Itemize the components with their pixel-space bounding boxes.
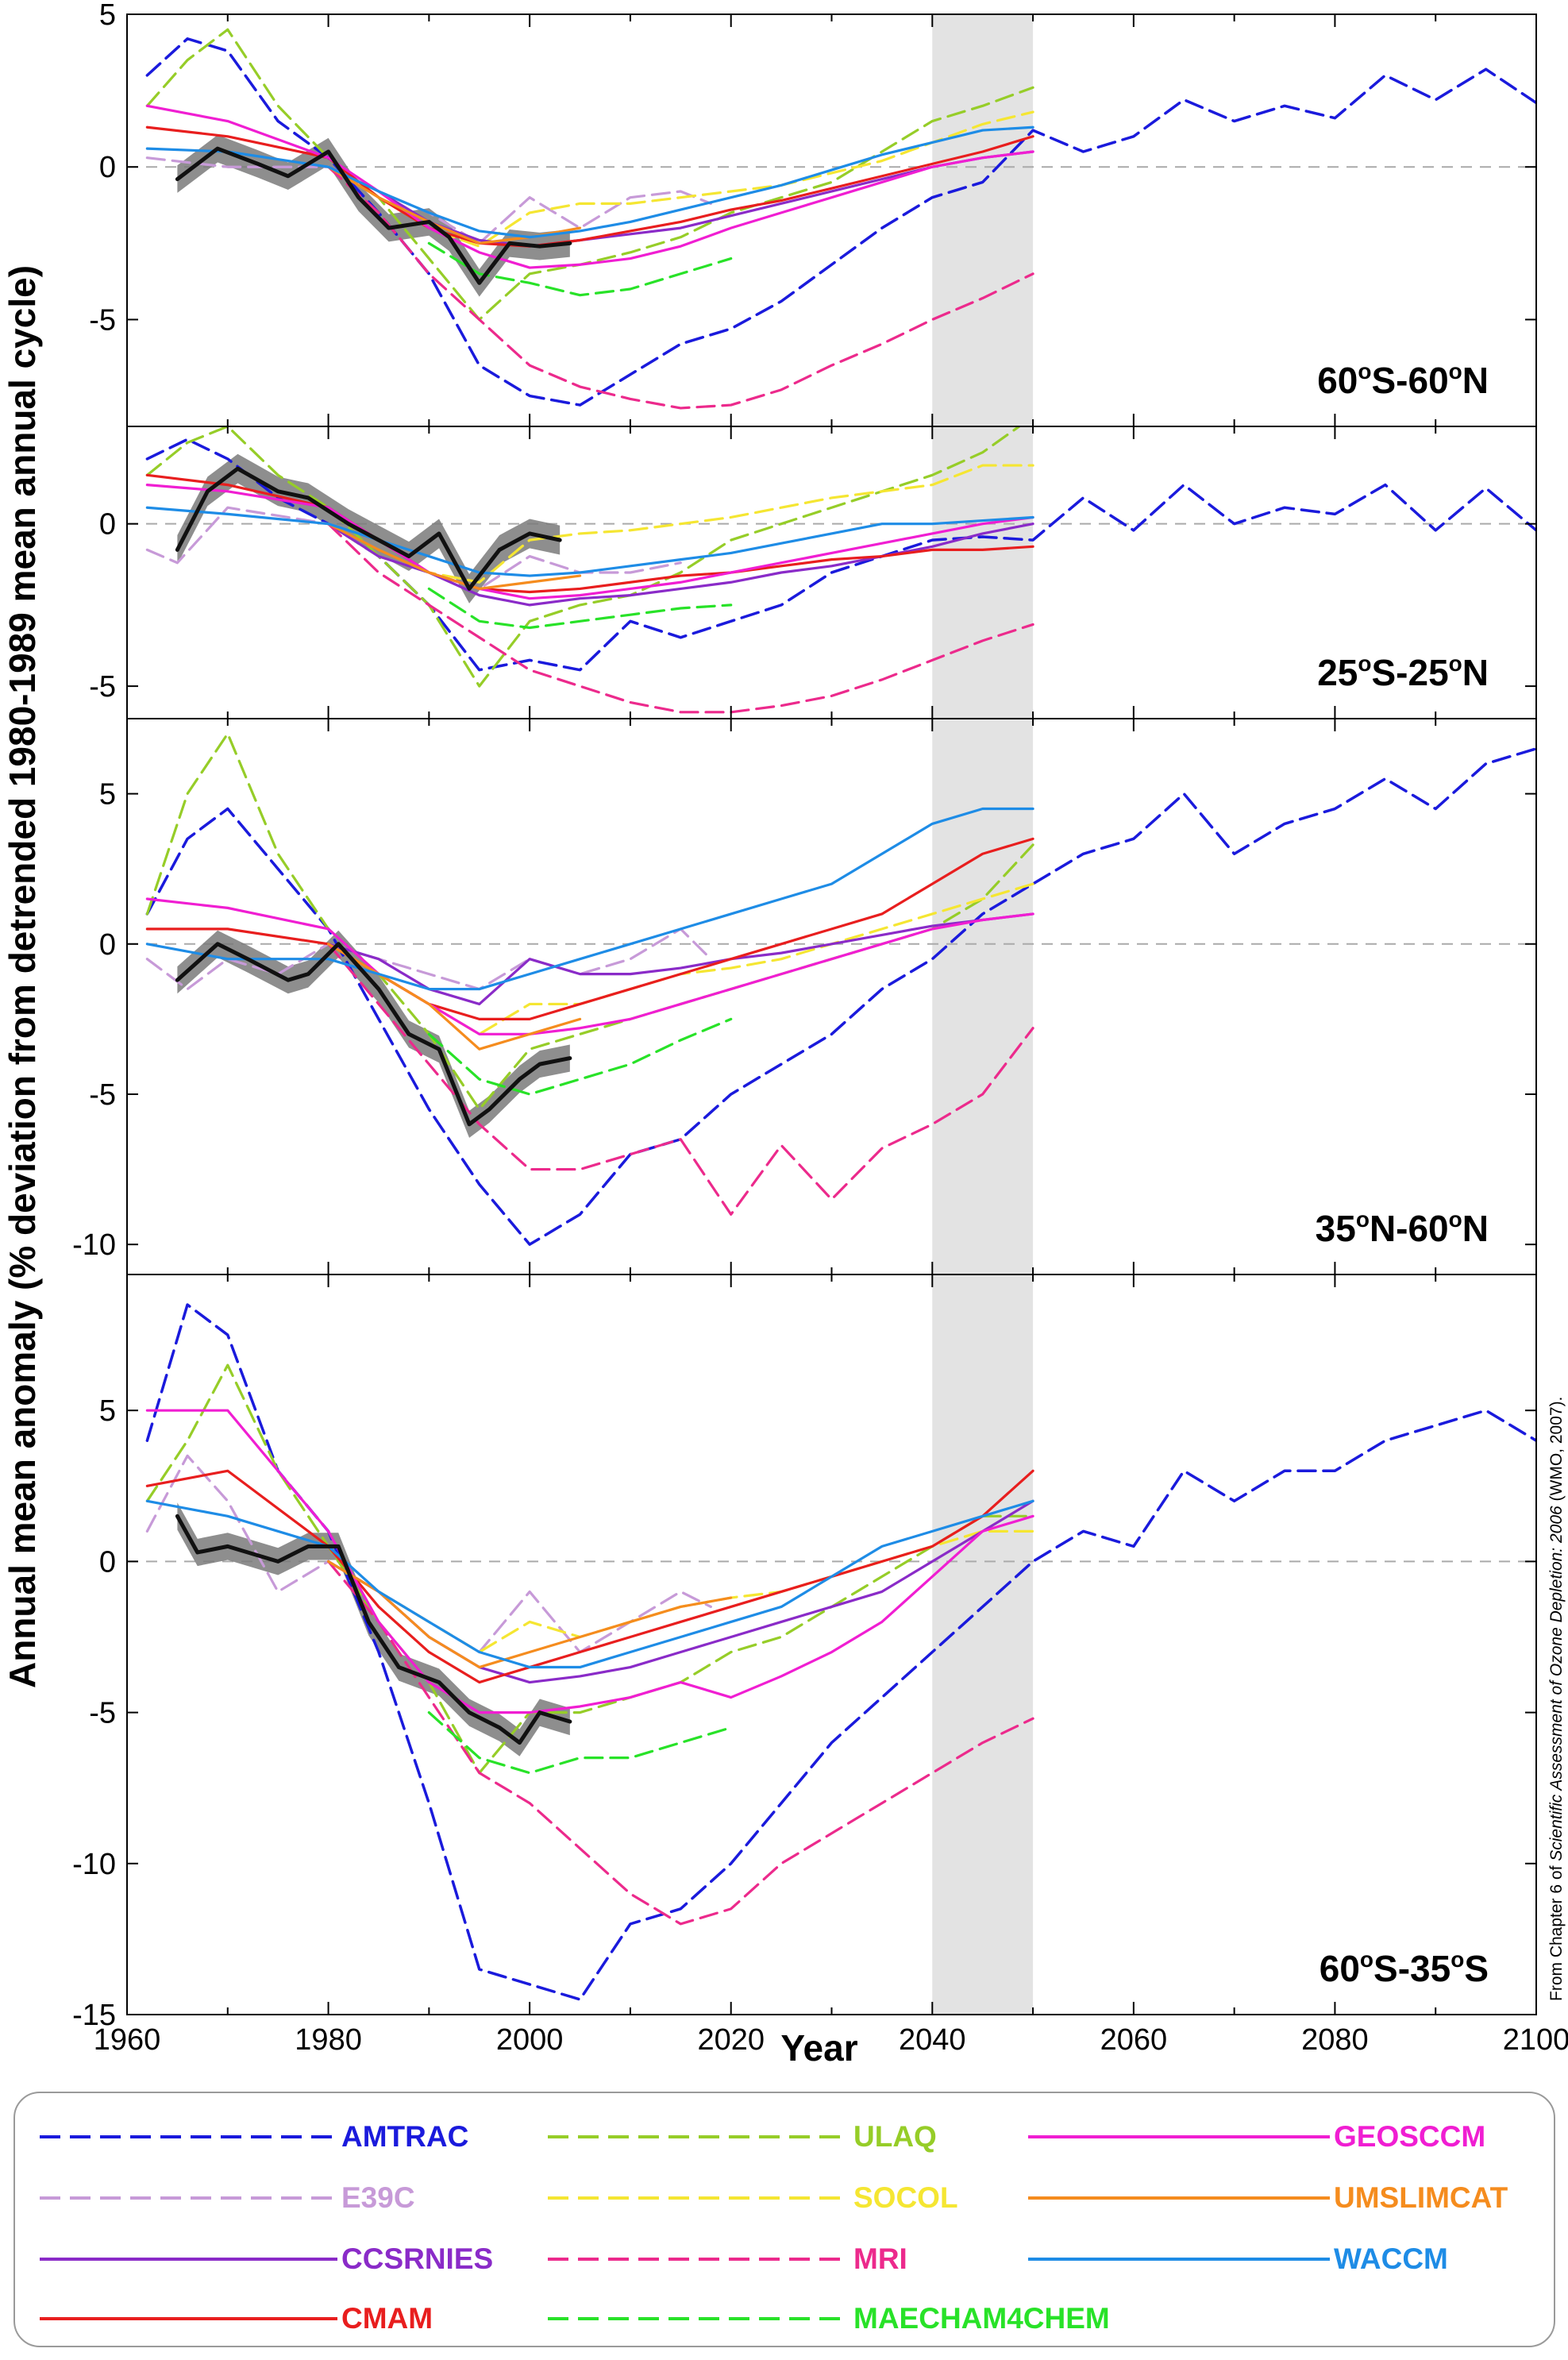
series-line-amtrac [145,438,1536,672]
series-line-waccm [145,807,1034,991]
series-line-mri [326,943,1034,1216]
y-tick-label: -5 [89,1078,116,1112]
panel-35-n-60-n [127,719,1536,1274]
y-tick-label: -5 [89,303,116,337]
series-line-observations [175,146,572,285]
series-line-maecham4chem [427,1017,733,1096]
series-line-socol [326,464,1034,584]
legend-label-cmam: CMAM [341,2302,433,2335]
observation-uncertainty-band [177,134,570,297]
series-line-geosccm [145,104,1034,269]
series-line-observations [175,466,562,591]
y-tick-label: -5 [89,670,116,704]
panel-60-s-35-s [127,1274,1536,2015]
series-line-ccsrnies [326,912,1034,1006]
series-line-amtrac [145,747,1536,1246]
legend-label-ccsrnies: CCSRNIES [341,2242,493,2275]
chart-axes: 5 0 -5 60oS-60oN 0 -5 25oS-25oN 5 0 -5 -10 35oN-60o… [72,0,1568,2057]
series-line-maecham4chem [427,587,733,630]
panel-region-label: 25oS-25oN [1317,651,1489,693]
series-line-ulaq [145,1363,1034,1775]
y-tick-label: 5 [99,1394,116,1428]
shaded-period [932,426,1034,719]
x-tick-label: 2100 [1503,2023,1568,2057]
observation-uncertainty-band [177,453,561,603]
series-line-amtrac [145,37,1536,407]
y-tick-label: -10 [72,1848,116,1881]
shaded-period [932,14,1034,426]
series-line-maecham4chem [427,241,733,297]
chart-panels [127,14,1536,2015]
legend-label-mri: MRI [853,2242,907,2275]
panel-region-label: 35oN-60oN [1316,1207,1489,1249]
credit-italic: Scientific Assessment of Ozone Depletion… [1547,1506,1566,1861]
series-line-socol [326,882,1034,1035]
credit-prefix: From Chapter 6 of [1547,1861,1566,2001]
y-tick-label: 5 [99,778,116,812]
series-line-waccm [145,1499,1034,1669]
series-line-umslimcat [326,523,582,591]
x-tick-label: 2080 [1301,2023,1369,2057]
panel-region-label: 60oS-60oN [1317,359,1489,401]
panel-frame [126,1274,1537,2015]
x-tick-label: 2060 [1100,2023,1168,2057]
panel-region-label: 60oS-35oS [1320,1947,1489,1989]
y-tick-label: -15 [72,1999,116,2032]
source-credit: From Chapter 6 of Scientific Assessment … [1547,1397,1566,2001]
y-tick-label: 0 [99,928,116,962]
y-tick-label: 0 [99,508,116,542]
panel-25-s-25-n [127,426,1536,719]
series-line-mri [326,523,1034,714]
credit-suffix: (WMO, 2007). [1547,1397,1566,1506]
x-tick-label: 2020 [697,2023,765,2057]
series-line-ulaq [145,732,1034,1111]
series-line-ccsrnies [326,523,1034,607]
observation-uncertainty-band [177,930,570,1138]
series-line-geosccm [145,897,1034,1035]
y-tick-label: 5 [99,0,116,32]
y-axis-title: Annual mean anomaly (% deviation from de… [2,265,43,1688]
series-line-waccm [145,506,1034,577]
series-line-geosccm [145,1409,1034,1714]
x-tick-label: 2040 [899,2023,966,2057]
series-line-amtrac [145,1303,1536,2001]
legend-label-waccm: WACCM [1334,2242,1448,2275]
x-tick-label: 2000 [496,2023,564,2057]
legend-box [13,2092,1555,2347]
y-tick-label: -10 [72,1228,116,1262]
x-tick-label: 1960 [94,2023,161,2057]
series-line-mri [326,165,1034,410]
legend-label-maecham4chem: MAECHAM4CHEM [853,2302,1110,2335]
legend-label-ulaq: ULAQ [853,2120,937,2153]
shaded-period [932,1274,1034,2015]
panel-frame [126,718,1537,1275]
series-line-waccm [145,125,1034,239]
legend-label-geosccm: GEOSCCM [1334,2120,1485,2153]
series-line-observations [175,1514,572,1745]
series-line-maecham4chem [427,1710,733,1775]
y-tick-label: 0 [99,151,116,184]
series-line-ulaq [145,426,1022,688]
y-tick-label: 0 [99,1545,116,1579]
series-line-cmam [145,837,1034,1020]
x-tick-label: 1980 [295,2023,362,2057]
legend-label-umslimcat: UMSLIMCAT [1334,2181,1508,2214]
shaded-period [932,719,1034,1274]
series-line-umslimcat [326,943,582,1051]
legend: AMTRAC ULAQ GEOSCCM E39C SOCOL UMSLIMCAT CCSRN… [13,2092,1555,2347]
series-line-observations [175,942,572,1127]
legend-label-e39c: E39C [341,2181,415,2214]
series-line-cmam [145,1469,1034,1684]
y-tick-label: -5 [89,1697,116,1730]
x-axis-title: Year [780,2027,857,2069]
panel-60-s-60-n [127,14,1536,426]
legend-label-socol: SOCOL [853,2181,958,2214]
series-line-mri [326,1560,1034,1926]
series-line-umslimcat [326,1560,733,1669]
legend-label-amtrac: AMTRAC [341,2120,468,2153]
